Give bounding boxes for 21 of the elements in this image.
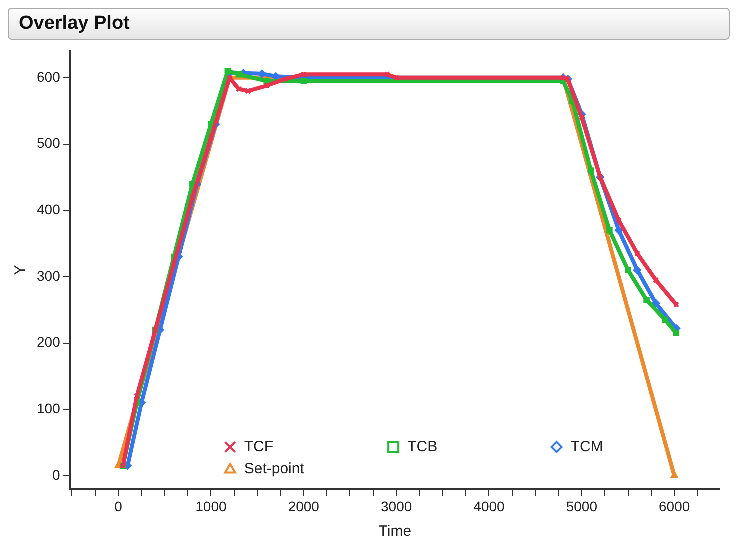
y-tick-label: 400 xyxy=(37,201,61,218)
y-tick-label: 0 xyxy=(52,466,61,483)
x-axis-title: Time xyxy=(378,523,412,540)
chart-title: Overlay Plot xyxy=(8,8,730,40)
x-tick-label: 2000 xyxy=(288,498,320,514)
x-tick-label: 1000 xyxy=(196,498,227,514)
x-tick-label: 4000 xyxy=(474,498,506,514)
x-tick-label: 0 xyxy=(114,498,123,514)
x-tick-label: 6000 xyxy=(659,498,690,514)
y-tick-label: 300 xyxy=(37,268,61,284)
y-tick-label: 100 xyxy=(37,400,61,416)
y-tick-label: 600 xyxy=(37,68,61,85)
y-axis-title: Y xyxy=(12,265,30,276)
legend-label: TCF xyxy=(244,438,274,456)
y-tick-label: 500 xyxy=(37,135,61,152)
x-tick-label: 3000 xyxy=(380,498,412,514)
x-tick-label: 5000 xyxy=(566,498,598,514)
legend-label: TCM xyxy=(570,438,604,456)
legend-label: TCB xyxy=(408,438,438,456)
legend-label: Set-point xyxy=(244,460,306,478)
y-tick-label: 200 xyxy=(37,334,61,350)
